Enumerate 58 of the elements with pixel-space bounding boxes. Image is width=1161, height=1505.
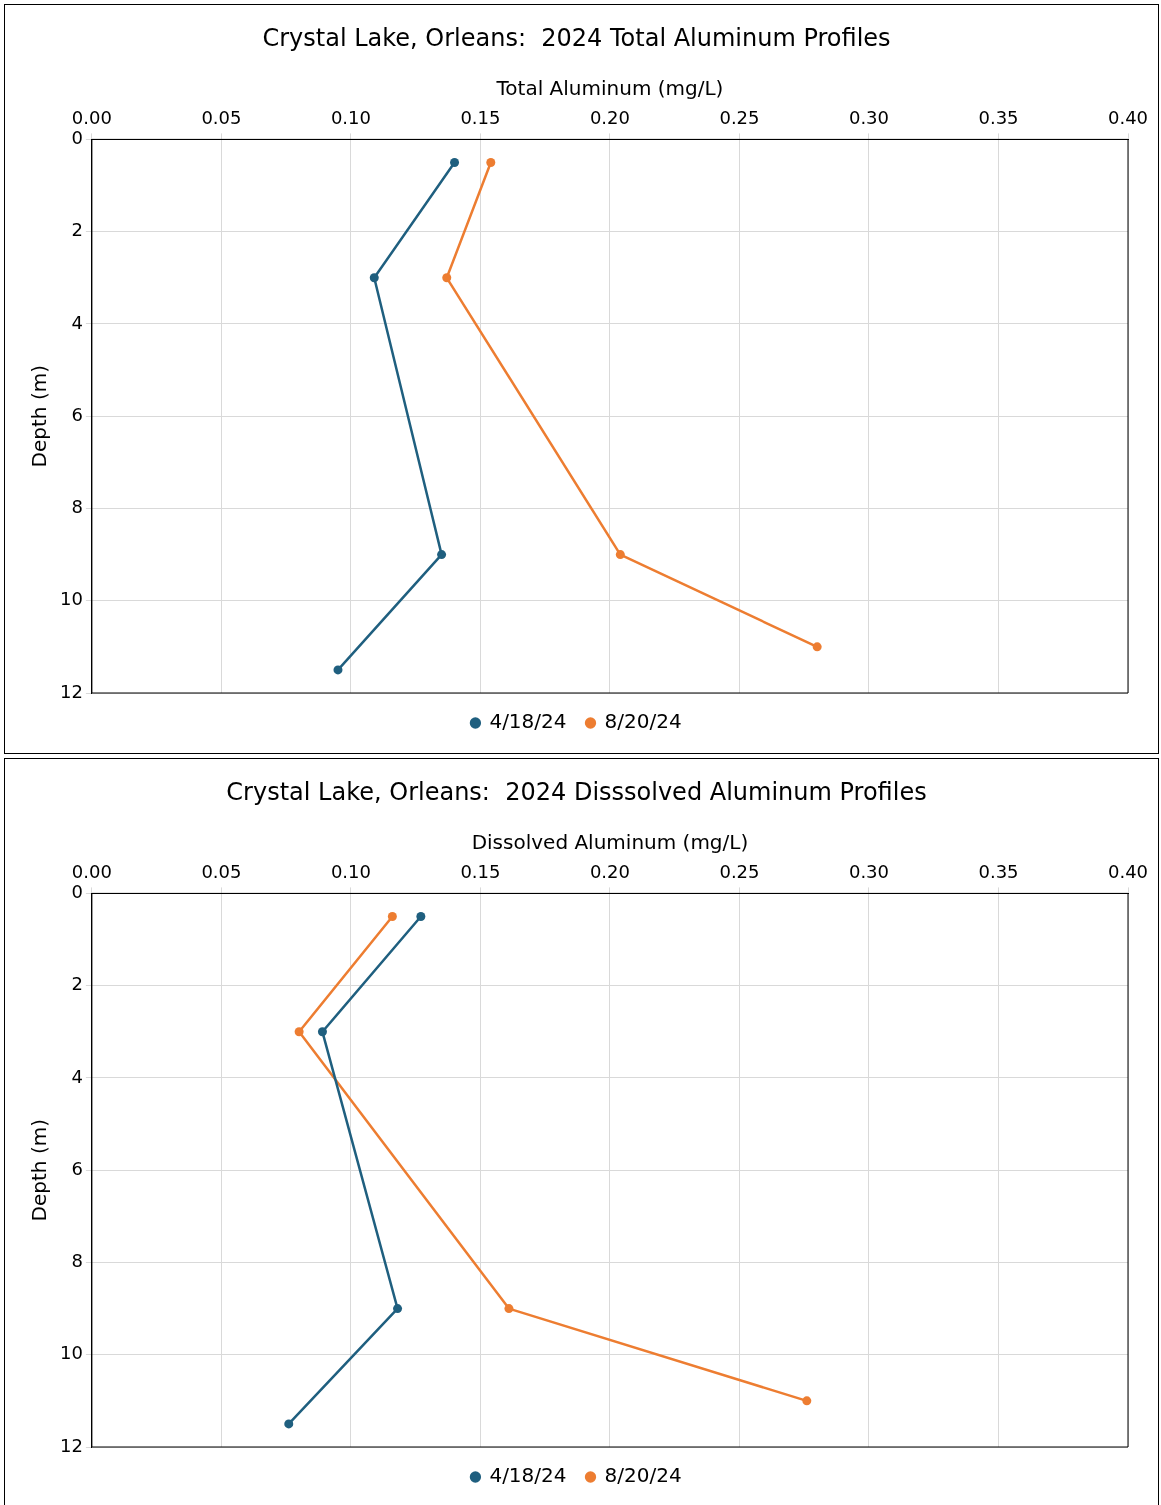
y-tick-label: 0 <box>71 881 83 903</box>
x-axis-title: Total Aluminum (mg/L) <box>495 76 724 100</box>
chart-title: Crystal Lake, Orleans: 2024 Disssolved Aluminum Profiles <box>226 777 927 806</box>
point <box>802 1396 812 1406</box>
y-axis-title: Depth (m) <box>27 1119 52 1222</box>
x-tick-label: 0.05 <box>201 107 242 129</box>
legend-label: 8/20/24 <box>604 709 682 734</box>
x-tick-label: 0.00 <box>71 107 112 129</box>
point <box>486 157 496 167</box>
y-tick-label: 0 <box>71 127 83 149</box>
x-tick-label: 0.20 <box>589 107 630 129</box>
point <box>387 911 397 921</box>
y-tick-label: 10 <box>60 588 83 610</box>
y-tick-label: 6 <box>71 1157 83 1179</box>
legend-label: 8/20/24 <box>604 1463 682 1488</box>
x-tick-label: 0.35 <box>978 107 1019 129</box>
point <box>369 273 379 283</box>
x-tick-label: 0.20 <box>589 861 630 883</box>
y-tick-label: 2 <box>71 973 83 995</box>
x-tick-label: 0.00 <box>71 861 112 883</box>
x-tick-label: 0.25 <box>719 861 760 883</box>
y-tick-label: 8 <box>71 1250 83 1272</box>
x-tick-label: 0.25 <box>719 107 760 129</box>
y-tick-label: 4 <box>71 311 83 333</box>
y-tick-label: 6 <box>71 403 83 425</box>
legend-label: 4/18/24 <box>489 1463 567 1488</box>
x-axis-title: Dissolved Aluminum (mg/L) <box>471 830 749 854</box>
point <box>294 1027 304 1037</box>
x-tick-label: 0.15 <box>460 107 501 129</box>
chart-title: Crystal Lake, Orleans: 2024 Total Aluminum Profiles <box>262 23 891 52</box>
x-tick-label: 0.15 <box>460 861 501 883</box>
point <box>812 642 822 652</box>
x-tick-label: 0.30 <box>848 861 890 883</box>
x-tick-label: 0.10 <box>330 107 371 129</box>
point <box>442 273 452 283</box>
legend-label: 4/18/24 <box>489 709 567 734</box>
x-tick-label: 0.35 <box>978 861 1019 883</box>
point <box>615 550 625 560</box>
y-tick-label: 2 <box>71 219 83 241</box>
y-tick-label: 12 <box>60 680 83 702</box>
y-tick-label: 12 <box>60 1434 83 1456</box>
point <box>393 1304 403 1314</box>
y-tick-label: 10 <box>60 1342 83 1364</box>
x-tick-label: 0.10 <box>330 861 371 883</box>
y-tick-label: 8 <box>71 496 83 518</box>
point <box>284 1419 294 1429</box>
point <box>504 1304 514 1314</box>
x-tick-label: 0.40 <box>1107 861 1149 883</box>
x-tick-label: 0.05 <box>201 861 242 883</box>
point <box>437 550 447 560</box>
x-tick-label: 0.40 <box>1107 107 1149 129</box>
point <box>333 665 343 675</box>
y-axis-title: Depth (m) <box>27 365 52 468</box>
point <box>450 157 460 167</box>
point <box>317 1027 327 1037</box>
point <box>416 911 426 921</box>
y-tick-label: 4 <box>71 1065 83 1087</box>
x-tick-label: 0.30 <box>848 107 890 129</box>
